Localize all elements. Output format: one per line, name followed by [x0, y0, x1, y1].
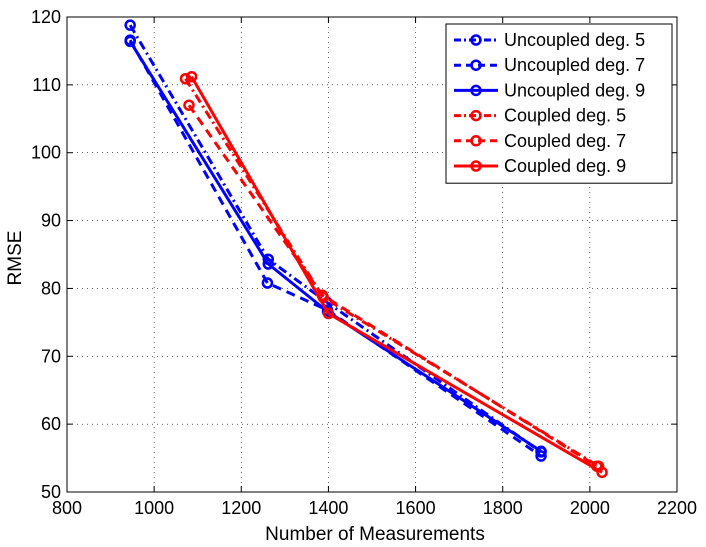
- grid: [67, 17, 677, 492]
- legend-marker-swatch: [470, 34, 482, 46]
- x-tick-label: 1600: [396, 498, 436, 518]
- legend-marker-swatch: [470, 109, 482, 122]
- data-point-marker: [535, 445, 547, 458]
- legend-label: Coupled deg. 9: [504, 156, 626, 176]
- legend-label: Coupled deg. 5: [504, 106, 626, 126]
- series-coupled-deg-9: [185, 70, 608, 479]
- series-line: [128, 24, 542, 454]
- data-point-marker: [185, 70, 198, 83]
- legend-label: Coupled deg. 7: [504, 131, 626, 151]
- axis-ticks: 800 1000 1200 1400 1600 1800 2000 2200 50 60 70 80 9…: [31, 7, 697, 518]
- data-point-marker: [124, 35, 136, 48]
- legend-entry: Coupled deg. 9: [454, 156, 626, 176]
- x-tick-label: 1800: [483, 498, 523, 518]
- legend-label: Uncoupled deg. 7: [504, 55, 645, 75]
- data-point-marker: [261, 277, 274, 289]
- x-tick-label: 2000: [570, 498, 610, 518]
- data-point-marker: [124, 19, 136, 31]
- legend-box: [445, 23, 673, 184]
- data-point-marker: [596, 466, 608, 479]
- data-point-marker: [322, 307, 335, 320]
- legend-entry: Coupled deg. 7: [454, 131, 626, 151]
- legend-label: Uncoupled deg. 9: [504, 80, 645, 100]
- x-tick-label: 1400: [308, 498, 348, 518]
- y-tick-label: 110: [32, 75, 61, 95]
- y-tick-label: 80: [41, 278, 61, 298]
- series-line: [190, 75, 603, 474]
- data-point-marker: [535, 450, 547, 462]
- legend: Uncoupled deg. 5 Uncoupled deg. 7 Uncouple…: [445, 23, 673, 184]
- y-tick-label: 90: [41, 211, 61, 231]
- y-tick-label: 70: [41, 346, 61, 366]
- y-axis-label: RMSE: [5, 231, 26, 286]
- x-tick-label: 800: [52, 498, 82, 518]
- series-line: [187, 104, 598, 468]
- y-tick-label: 50: [41, 482, 61, 502]
- x-tick-label: 1200: [221, 498, 261, 518]
- plot-frame: [66, 16, 678, 493]
- x-tick-label: 2200: [657, 498, 697, 518]
- series-uncoupled-deg-9: [124, 35, 547, 458]
- series-line: [128, 39, 542, 458]
- x-axis-label: Number of Measurements: [265, 524, 485, 545]
- legend-label: Uncoupled deg. 5: [504, 30, 645, 50]
- data-point-marker: [179, 73, 192, 85]
- legend-marker-swatch: [470, 135, 482, 147]
- legend-marker-swatch: [470, 59, 482, 71]
- legend-entry: Coupled deg. 5: [454, 106, 626, 126]
- legend-entry: Uncoupled deg. 9: [454, 80, 645, 100]
- data-series: [124, 19, 608, 479]
- y-tick-label: 100: [31, 143, 61, 163]
- legend-entry: Uncoupled deg. 7: [454, 55, 645, 75]
- y-tick-label: 120: [31, 7, 61, 27]
- data-point-marker: [262, 258, 275, 270]
- x-tick-label: 1000: [134, 498, 174, 518]
- legend-marker-swatch: [470, 160, 482, 172]
- series-line: [128, 40, 542, 453]
- legend-marker-swatch: [470, 84, 482, 97]
- legend-entry: Uncoupled deg. 5: [454, 30, 645, 50]
- data-point-marker: [183, 99, 195, 111]
- y-tick-label: 60: [41, 414, 61, 434]
